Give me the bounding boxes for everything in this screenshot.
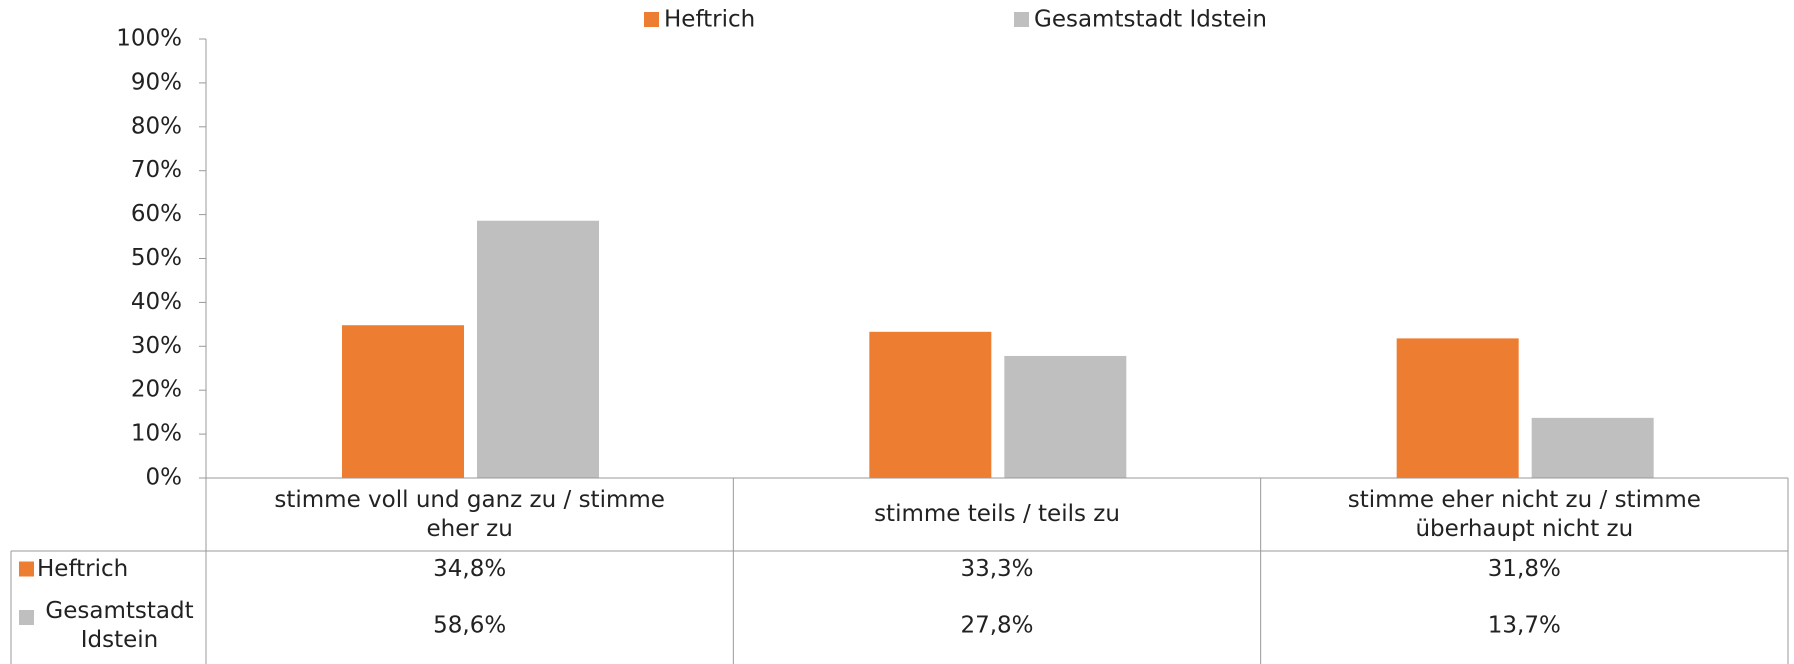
x-tick-label: stimme voll und ganz zu / stimme eher zu: [274, 486, 665, 542]
y-tick-label: 50%: [131, 245, 182, 271]
x-tick-label-box: stimme teils / teils zu: [874, 501, 1120, 528]
legend-swatch: [644, 12, 659, 27]
y-tick-label: 10%: [131, 421, 182, 447]
y-tick-label: 30%: [131, 333, 182, 359]
row-label: Heftrich: [37, 556, 129, 583]
data-label: 27,8%: [960, 613, 1033, 639]
row-label: Gesamtstadt Idstein: [45, 598, 194, 653]
y-tick-label: 100%: [116, 26, 182, 52]
row-label-box: Gesamtstadt Idstein: [45, 598, 194, 653]
bar: [1004, 355, 1127, 478]
y-tick-label: 40%: [131, 289, 182, 315]
legend-swatch: [19, 610, 34, 625]
y-tick-label: 90%: [131, 69, 182, 95]
y-tick-label: 0%: [146, 465, 183, 491]
data-label: 34,8%: [433, 556, 506, 582]
x-tick-label-box: stimme eher nicht zu / stimme überhaupt …: [1347, 486, 1701, 542]
x-tick-label: stimme teils / teils zu: [874, 501, 1120, 528]
x-tick-label: stimme eher nicht zu / stimme überhaupt …: [1347, 486, 1701, 542]
legend-swatch: [1014, 12, 1029, 27]
bar: [869, 331, 992, 478]
bar: [342, 325, 464, 478]
y-tick-label: 70%: [131, 157, 182, 183]
y-tick-label: 80%: [131, 113, 182, 139]
y-tick-label: 20%: [131, 377, 182, 403]
data-label: 31,8%: [1488, 556, 1561, 582]
data-label: 58,6%: [433, 613, 506, 639]
data-label: 13,7%: [1488, 613, 1561, 639]
legend-label: Gesamtstadt Idstein: [1034, 7, 1267, 33]
bar: [477, 220, 599, 478]
y-tick-label: 60%: [131, 201, 182, 227]
bar: [1531, 417, 1654, 478]
legend-swatch: [19, 561, 34, 577]
x-tick-label-box: stimme voll und ganz zu / stimme eher zu: [274, 486, 665, 542]
row-label-box: Heftrich: [37, 556, 129, 583]
data-label: 33,3%: [960, 556, 1033, 582]
bar: [1396, 338, 1519, 478]
legend-label: Heftrich: [664, 7, 755, 33]
